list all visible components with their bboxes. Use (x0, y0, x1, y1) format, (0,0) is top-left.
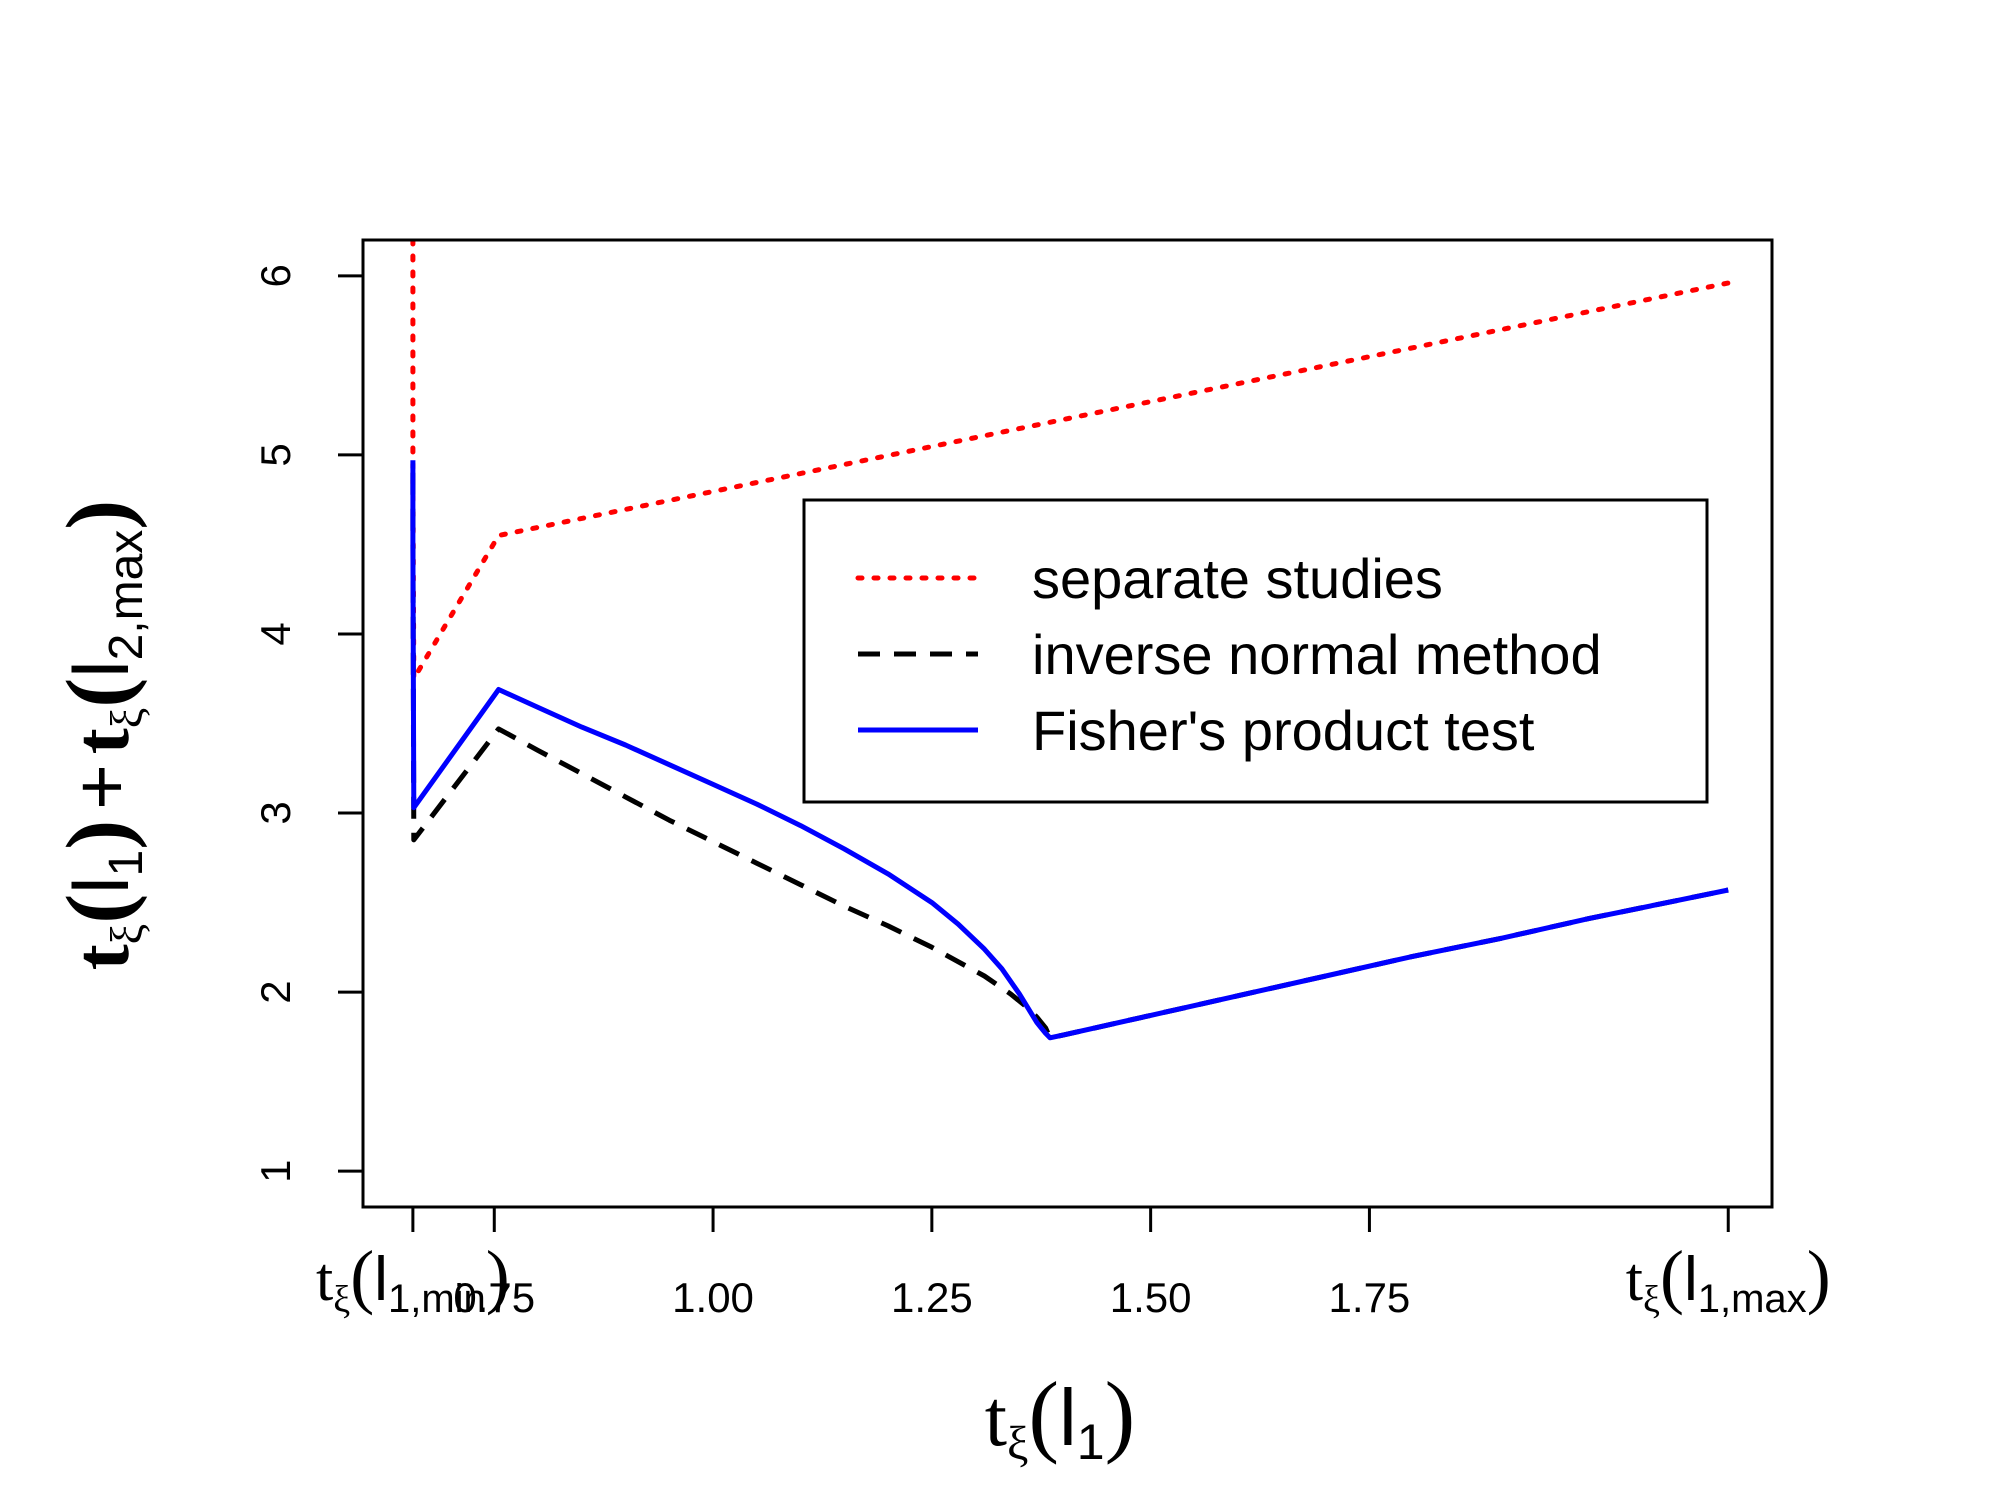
legend-label-inverse-normal: inverse normal method (1032, 623, 1602, 686)
x-tick-label: 1.50 (1110, 1274, 1192, 1321)
y-label-term1-paren-open: ( (49, 894, 148, 924)
series-line-fisher-s-product-test (410, 460, 1729, 1041)
series-line-separate-studies (410, 240, 1731, 682)
legend-label-separate-studies: separate studies (1032, 547, 1443, 610)
y-axis-label: tξ(l1)+tξ(l2,max) (49, 500, 153, 971)
x-tick-label-part: ξ (1643, 1279, 1660, 1321)
y-tick-label: 2 (252, 980, 299, 1003)
y-label-term2-arg: l (57, 660, 145, 677)
x-axis: tξ(l1,min)0.75 1.00 1.25 1.50 1.75 tξ(l1,max) (316, 1205, 1831, 1321)
x-label-arg-sub: 1 (1077, 1414, 1105, 1470)
x-label-paren-open: ( (1028, 1363, 1059, 1465)
y-label-term1-arg: l (57, 876, 145, 893)
x-label-arg: l (1059, 1373, 1077, 1462)
x-axis-label: tξ(l1) (985, 1363, 1136, 1470)
x-tick-label-part: ) (486, 1236, 510, 1316)
y-label-term2-paren-open: ( (49, 678, 148, 708)
x-tick-label-part: 1,max (1698, 1277, 1807, 1321)
y-tick-label: 6 (252, 264, 299, 287)
y-label-term2-arg-sub: 2,max (100, 530, 153, 661)
x-tick-label-part: l (374, 1245, 388, 1314)
x-tick-label-part: ( (350, 1236, 374, 1316)
x-tick-label-part: ( (1660, 1236, 1684, 1316)
x-tick-label-math: tξ(l1,min) (316, 1236, 510, 1321)
y-tick-label: 3 (252, 801, 299, 824)
series-layer (410, 240, 1731, 1041)
x-label-base: t (985, 1375, 1007, 1463)
x-tick-label-part: t (316, 1246, 333, 1314)
y-label-term1-sub: ξ (101, 924, 152, 945)
x-tick-label-part: l (1684, 1245, 1698, 1314)
y-label-term2-base: t (58, 728, 145, 754)
x-tick-label: 1.25 (891, 1274, 973, 1321)
x-tick-label: 0.75 (453, 1274, 535, 1321)
y-label-term2-paren-close: ) (49, 500, 148, 530)
y-tick-label: 5 (252, 443, 299, 466)
legend-label-fisher: Fisher's product test (1032, 699, 1535, 762)
y-label-term2-sub: ξ (101, 708, 152, 729)
x-tick-label-part: t (1626, 1246, 1643, 1314)
x-tick-label: 1.00 (672, 1274, 754, 1321)
x-tick-label-math: tξ(l1,max) (1626, 1236, 1831, 1321)
x-tick-label: 1.75 (1329, 1274, 1411, 1321)
x-label-sub: ξ (1007, 1417, 1028, 1470)
y-label-term1-paren-close: ) (49, 820, 148, 850)
y-label-term1-arg-sub: 1 (100, 850, 153, 877)
x-tick-label-part: ) (1807, 1236, 1831, 1316)
x-tick-label-part: ξ (333, 1279, 350, 1321)
y-tick-label: 1 (252, 1160, 299, 1183)
x-tick-label-part: 1,min (388, 1277, 486, 1321)
x-label-paren-close: ) (1105, 1363, 1136, 1465)
legend: separate studies inverse normal method F… (802, 498, 1709, 804)
y-tick-label: 4 (252, 622, 299, 645)
y-label-term1-base: t (58, 944, 145, 970)
y-axis: 1 2 3 4 5 6 (252, 264, 365, 1183)
y-label-plus: + (57, 764, 145, 810)
legend-box (802, 498, 1709, 804)
